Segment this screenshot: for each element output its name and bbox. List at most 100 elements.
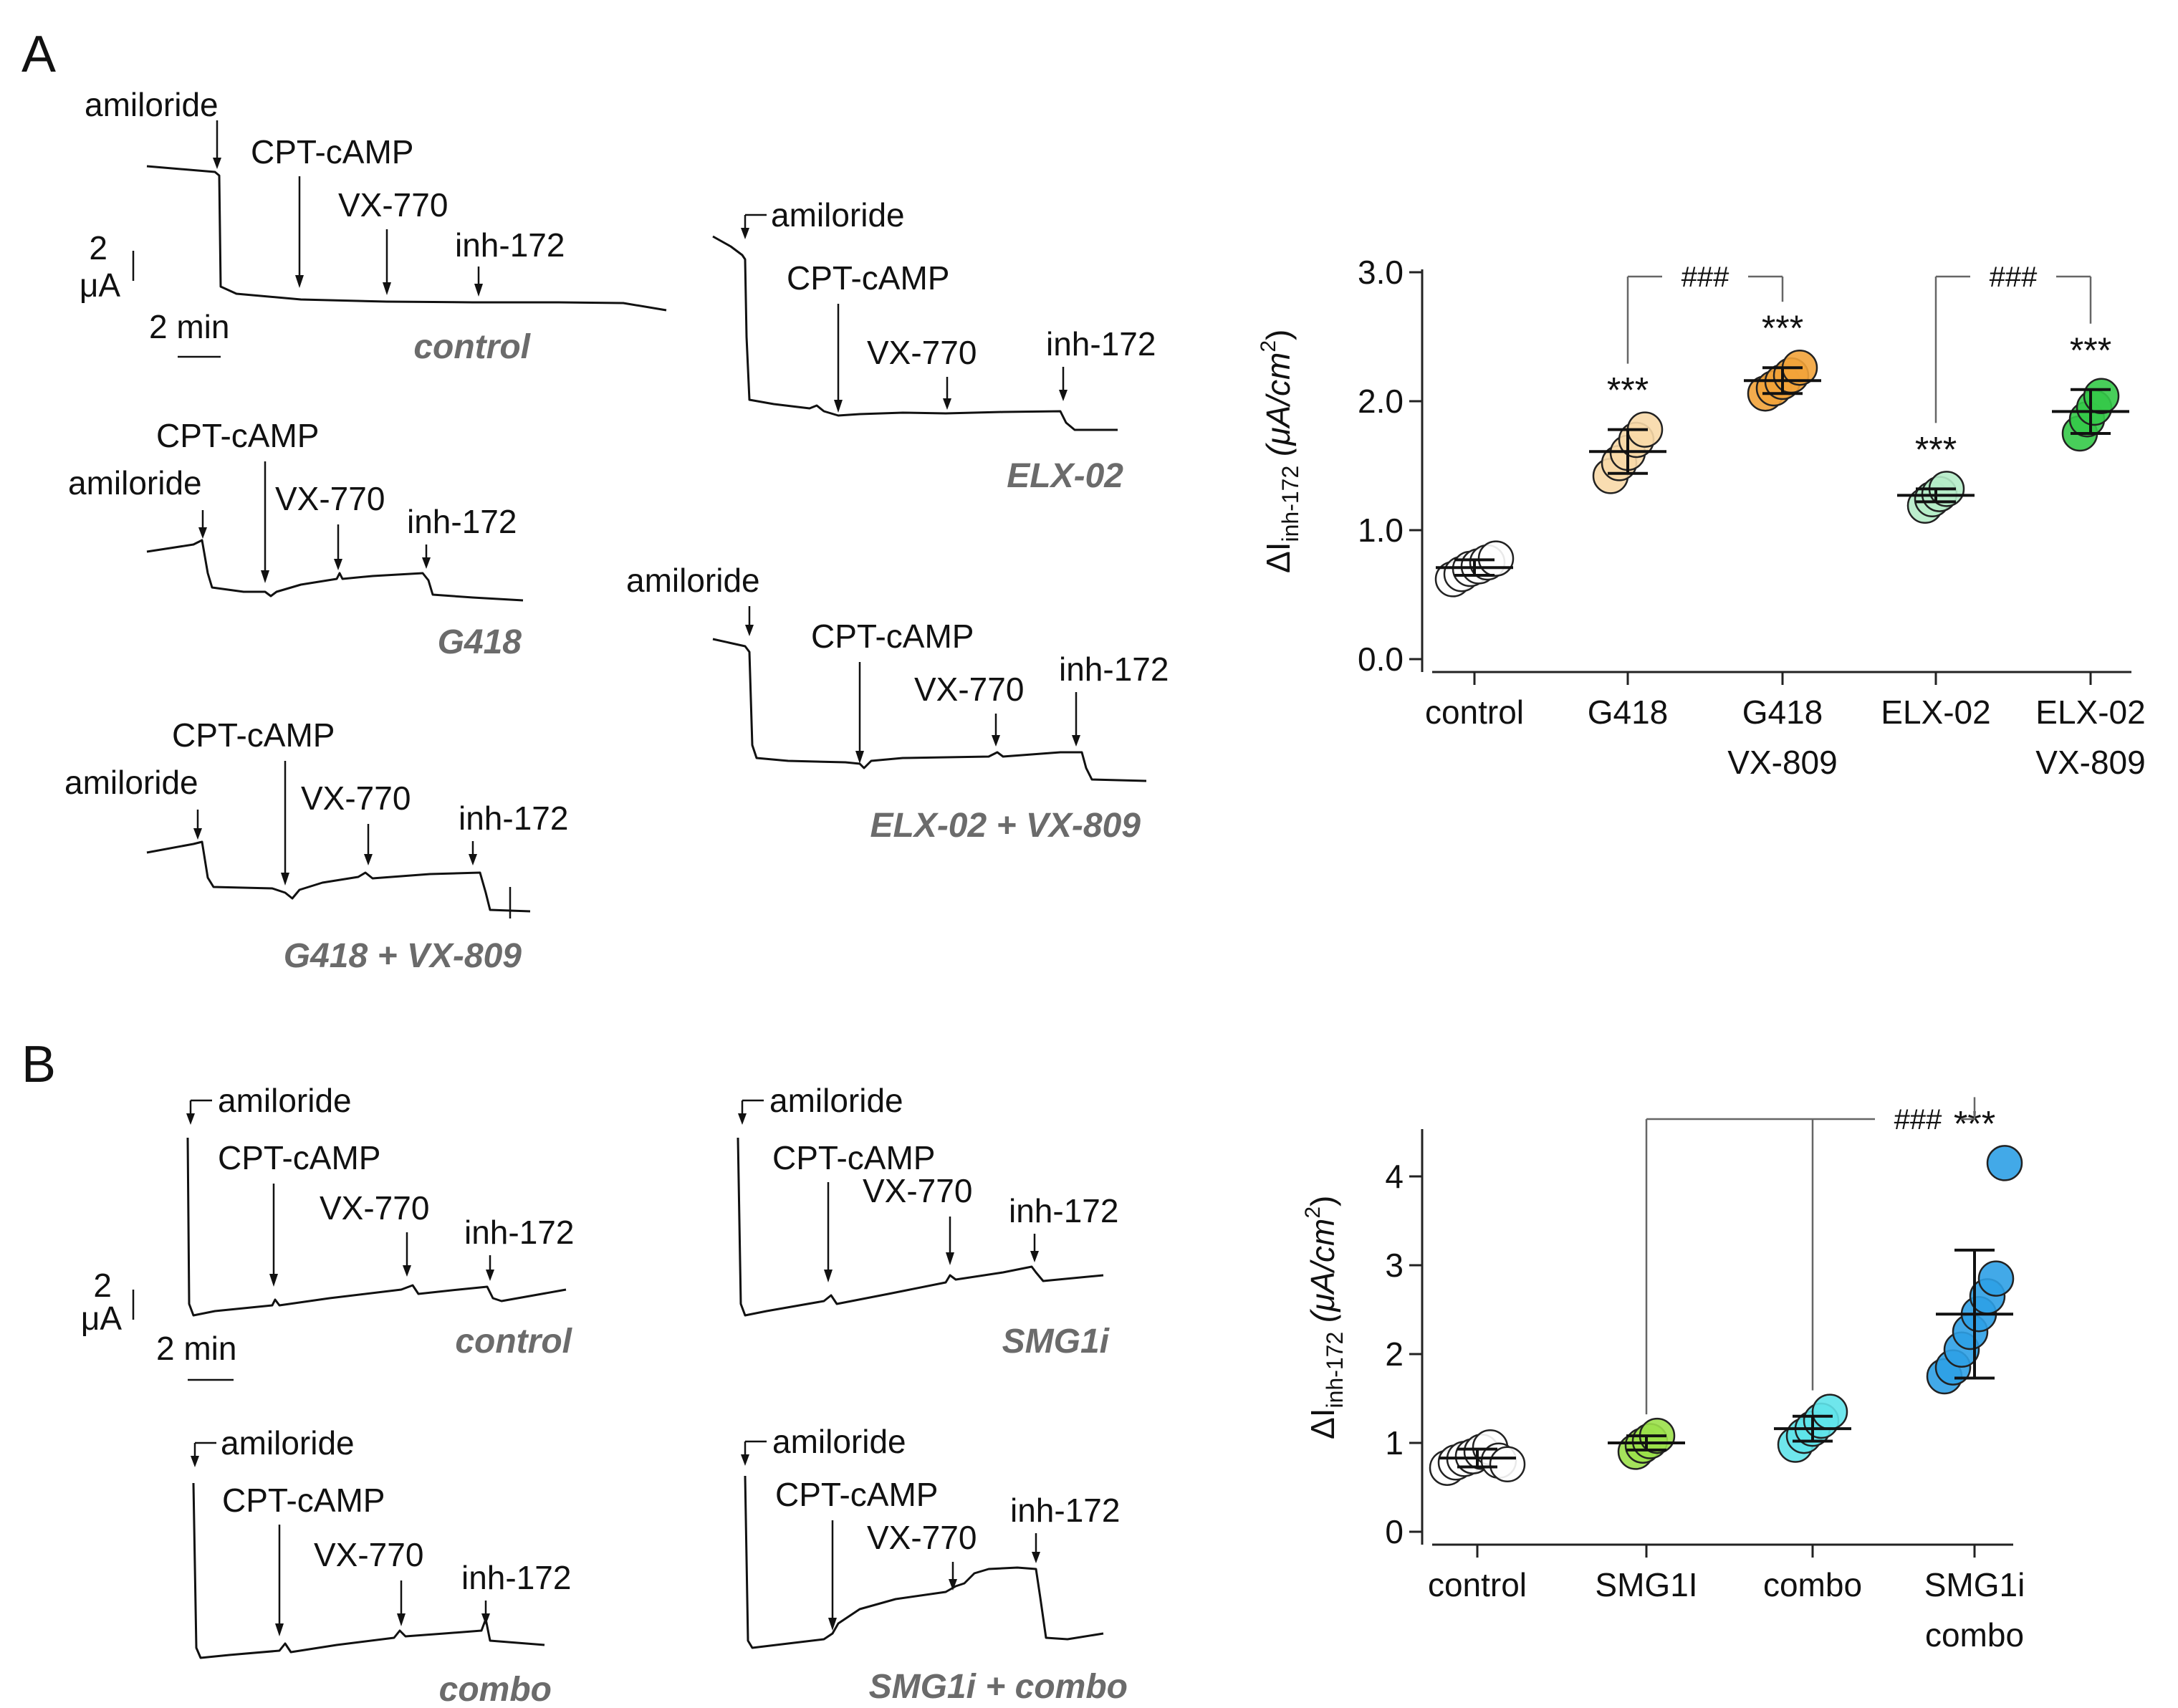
y-axis-label: ΔIinh-172 (μA/cm2) [1301,1196,1348,1439]
arrow-label-inh-172: inh-172 [1059,651,1169,688]
arrow-label-inh-172: inh-172 [1046,325,1156,363]
arrow-label-cpt-camp: CPT-cAMP [811,618,974,655]
condition-label: ELX-02 [1007,457,1123,495]
arrow-label-vx-770: VX-770 [275,480,385,517]
arrow-label-vx-770: VX-770 [867,334,977,371]
condition-label: control [455,1323,572,1361]
significance-stars: *** [2070,330,2111,370]
category-label: ELX-02 [1881,694,1990,731]
data-point [2083,378,2120,415]
trace-a-g418-vx809: amiloride CPT-cAMP VX-770 inh-172 G418 +… [64,716,568,975]
trace-a-elx02-vx809: amiloride CPT-cAMP VX-770 inh-172 ELX-02… [626,562,1169,845]
arrow-label-inh-172: inh-172 [461,1559,571,1596]
category-label: G418 [1742,694,1823,731]
y-axis-label: ΔIinh-172 (μA/cm2) [1257,330,1303,573]
y-tick-label: 0.0 [1358,640,1404,678]
panel-letter-a: A [21,26,56,83]
scale-bar-a: 2 μA 2 min [80,229,229,358]
category-label: G418 [1588,694,1669,731]
trace-a-g418: amiloride CPT-cAMP VX-770 inh-172 G418 [68,417,524,661]
arrow-label-cpt-camp: CPT-cAMP [772,1139,935,1176]
significance-stars: *** [1915,429,1957,469]
y-tick-label: 3 [1385,1247,1404,1284]
arrow-label-vx-770: VX-770 [863,1172,972,1209]
arrow-label-amiloride: amiloride [772,1423,906,1460]
category-label-2: VX-809 [1727,744,1837,781]
category-label: ELX-02 [2035,694,2145,731]
trace-b-combo: amiloride CPT-cAMP VX-770 inh-172 combo [191,1424,571,1708]
arrow-label-inh-172: inh-172 [407,503,517,540]
significance-stars: *** [1762,308,1803,348]
comparison-label: ### [1894,1104,1942,1136]
arrow-label-cpt-camp: CPT-cAMP [251,133,413,171]
category-label-2: VX-809 [2035,744,2145,781]
condition-label: ELX-02 + VX-809 [870,807,1141,845]
arrow-label-amiloride: amiloride [221,1424,355,1462]
condition-label: SMG1i [1002,1323,1110,1361]
chart-a: 0.0 1.0 2.0 3.0 ΔIinh-172 (μA/cm2) control G41… [1257,254,2146,781]
arrow-label-inh-172: inh-172 [1010,1492,1120,1529]
category-label: SMG1I [1595,1566,1697,1603]
arrow-label-amiloride: amiloride [218,1082,352,1119]
scale-current-value: 2 [93,1267,112,1304]
category-label-2: combo [1925,1616,2024,1654]
arrow-label-vx-770: VX-770 [867,1519,977,1556]
arrow-label-inh-172: inh-172 [464,1214,574,1251]
arrow-label-cpt-camp: CPT-cAMP [222,1482,385,1519]
data-point [1489,1446,1526,1483]
arrow-label-inh-172: inh-172 [1009,1192,1118,1229]
arrow-label-cpt-camp: CPT-cAMP [172,716,335,754]
category-label: SMG1i [1924,1566,2025,1603]
comparison-label: ### [1682,262,1730,293]
scale-bar-b: 2 μA 2 min [81,1267,236,1381]
arrow-label-amiloride: amiloride [64,764,198,801]
comparison-label: ### [1990,262,2038,293]
category-label: combo [1763,1566,1862,1603]
arrow-label-amiloride: amiloride [626,562,760,599]
y-tick-label: 1 [1385,1424,1404,1462]
chart-b: 0 1 2 3 4 ΔIinh-172 (μA/cm2) control SMG1I combo… [1301,1097,2025,1654]
y-tick-label: 1.0 [1358,512,1404,549]
y-tick-label: 4 [1385,1158,1404,1195]
category-label: control [1425,694,1524,731]
arrow-label-inh-172: inh-172 [459,800,568,837]
condition-label: G418 + VX-809 [284,937,522,975]
arrow-label-amiloride: amiloride [68,464,202,502]
arrow-label-cpt-camp: CPT-cAMP [775,1476,938,1513]
significance-stars: *** [1607,370,1649,411]
trace-a-control: amiloride CPT-cAMP VX-770 inh-172 contro… [85,86,667,366]
scale-current-value: 2 [89,229,107,267]
arrow-label-inh-172: inh-172 [455,226,565,264]
data-point [1977,1260,2015,1297]
arrow-label-vx-770: VX-770 [914,671,1024,708]
data-point [1811,1393,1848,1430]
category-label: control [1428,1566,1527,1603]
arrow-label-cpt-camp: CPT-cAMP [787,259,949,297]
scale-current-unit: μA [81,1300,123,1337]
trace-b-smg1i-combo: amiloride CPT-cAMP VX-770 inh-172 SMG1i … [741,1423,1128,1706]
arrow-label-amiloride: amiloride [769,1082,903,1119]
arrow-label-vx-770: VX-770 [301,779,411,817]
trace-a-elx02: amiloride CPT-cAMP VX-770 inh-172 ELX-02 [712,196,1156,495]
panel-letter-b: B [21,1036,56,1093]
data-point [1986,1145,2023,1181]
trace-b-control: amiloride CPT-cAMP VX-770 inh-172 contro… [186,1082,574,1361]
y-tick-label: 3.0 [1358,254,1404,291]
trace-b-smg1i: amiloride CPT-cAMP VX-770 inh-172 SMG1i [737,1082,1118,1361]
arrow-label-vx-770: VX-770 [314,1536,423,1573]
arrow-label-amiloride: amiloride [85,86,219,123]
condition-label: control [413,328,531,366]
condition-label: SMG1i + combo [869,1668,1128,1706]
y-tick-label: 2.0 [1358,383,1404,420]
arrow-label-cpt-camp: CPT-cAMP [156,417,319,454]
scale-time: 2 min [156,1330,236,1367]
scale-time: 2 min [149,308,229,345]
arrow-label-amiloride: amiloride [771,196,905,234]
arrow-label-vx-770: VX-770 [338,186,448,224]
condition-label: combo [439,1671,552,1708]
condition-label: G418 [438,623,522,661]
y-tick-label: 0 [1385,1513,1404,1550]
y-tick-label: 2 [1385,1335,1404,1373]
scale-current-unit: μA [80,267,121,304]
